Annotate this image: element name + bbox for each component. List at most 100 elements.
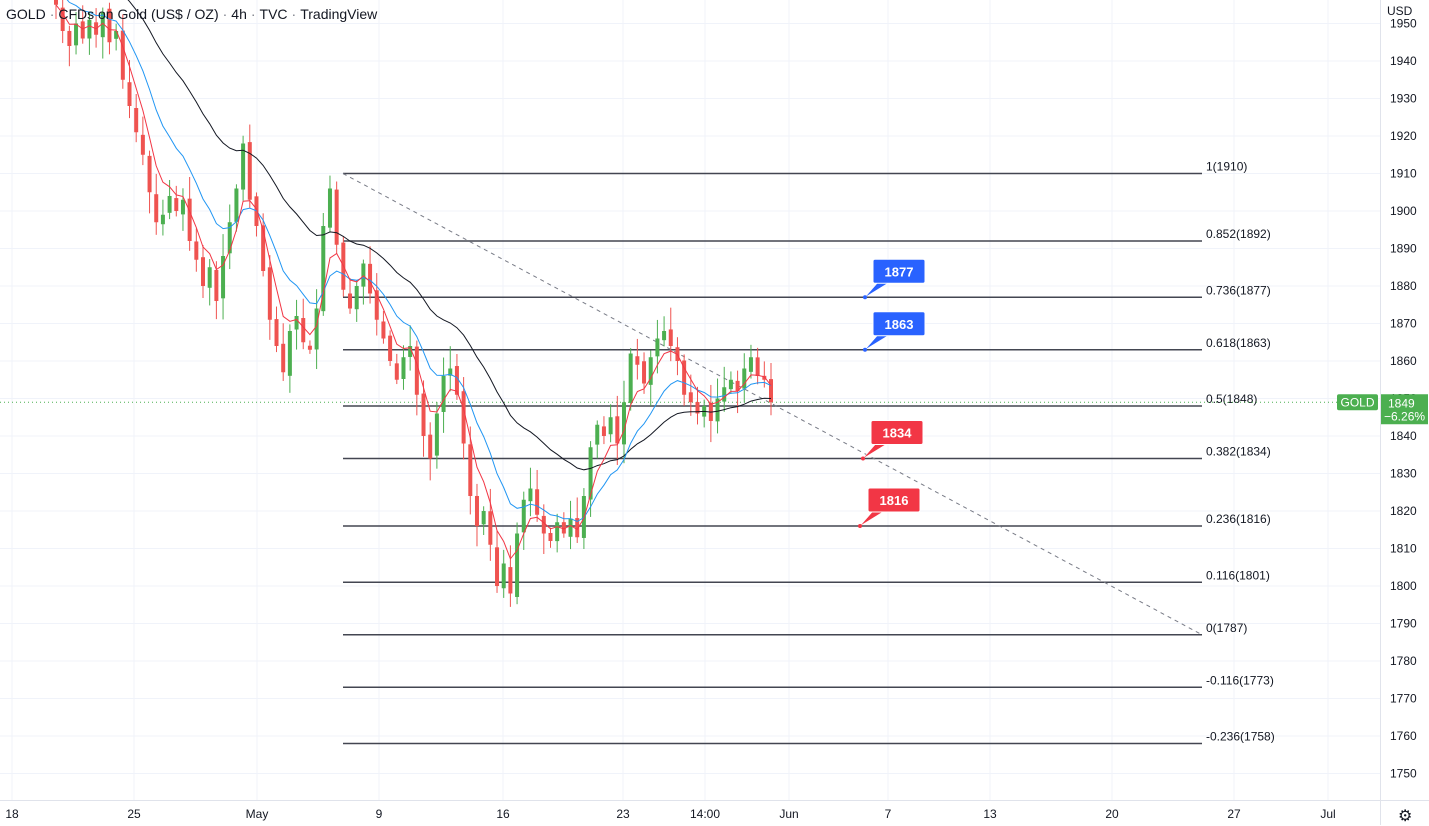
- candle-body[interactable]: [528, 488, 533, 502]
- candle-body[interactable]: [642, 361, 647, 384]
- candle-body[interactable]: [394, 363, 399, 380]
- price-callout[interactable]: 1816: [858, 487, 921, 528]
- candle-body[interactable]: [541, 515, 546, 534]
- candle-body[interactable]: [428, 434, 433, 459]
- gear-icon[interactable]: ⚙: [1398, 808, 1413, 825]
- candle-body[interactable]: [722, 387, 727, 402]
- candle-body[interactable]: [60, 7, 65, 31]
- candle-body[interactable]: [755, 357, 760, 376]
- candle-body[interactable]: [521, 499, 526, 533]
- candle-body[interactable]: [568, 518, 573, 537]
- candle-body[interactable]: [348, 293, 353, 309]
- candle-body[interactable]: [247, 142, 252, 200]
- candle-body[interactable]: [501, 563, 506, 589]
- candle-body[interactable]: [434, 413, 439, 456]
- candle-body[interactable]: [134, 108, 139, 133]
- candle-body[interactable]: [621, 402, 626, 445]
- candle-body[interactable]: [221, 256, 226, 299]
- candle-body[interactable]: [728, 379, 733, 390]
- candle-body[interactable]: [114, 31, 119, 39]
- candle-body[interactable]: [548, 532, 553, 541]
- candle-body[interactable]: [454, 366, 459, 395]
- candle-body[interactable]: [107, 8, 112, 43]
- candle-body[interactable]: [381, 321, 386, 339]
- candle-body[interactable]: [695, 402, 700, 414]
- candle-body[interactable]: [281, 343, 286, 373]
- candle-body[interactable]: [648, 357, 653, 385]
- candle-body[interactable]: [448, 368, 453, 376]
- candle-body[interactable]: [748, 357, 753, 372]
- candle-body[interactable]: [468, 444, 473, 496]
- price-callout[interactable]: 1863: [863, 311, 926, 352]
- candle-body[interactable]: [388, 335, 393, 361]
- candle-body[interactable]: [374, 290, 379, 320]
- candle-body[interactable]: [495, 547, 500, 586]
- candle-body[interactable]: [321, 226, 326, 312]
- candle-body[interactable]: [555, 522, 560, 542]
- symbol-price-tag[interactable]: GOLD: [1337, 394, 1378, 411]
- candle-body[interactable]: [307, 345, 312, 350]
- candle-body[interactable]: [575, 518, 580, 538]
- candle-body[interactable]: [508, 567, 513, 594]
- candle-body[interactable]: [488, 511, 493, 545]
- candle-body[interactable]: [361, 263, 366, 287]
- candle-body[interactable]: [441, 376, 446, 412]
- candle-body[interactable]: [140, 134, 145, 155]
- candle-body[interactable]: [635, 356, 640, 365]
- candle-body[interactable]: [227, 222, 232, 254]
- candle-body[interactable]: [287, 331, 292, 376]
- candle-body[interactable]: [87, 19, 92, 39]
- candle-body[interactable]: [715, 398, 720, 422]
- candle-body[interactable]: [80, 21, 85, 39]
- candle-body[interactable]: [241, 143, 246, 190]
- candle-body[interactable]: [201, 257, 206, 286]
- candle-body[interactable]: [120, 30, 125, 80]
- currency-label[interactable]: USD: [1387, 4, 1413, 18]
- candle-body[interactable]: [334, 189, 339, 245]
- price-callout[interactable]: 1834: [861, 420, 924, 461]
- candle-body[interactable]: [174, 198, 179, 211]
- price-callout[interactable]: 1877: [863, 258, 926, 300]
- candle-body[interactable]: [234, 188, 239, 222]
- candle-body[interactable]: [127, 82, 132, 106]
- candle-body[interactable]: [147, 155, 152, 193]
- candle-body[interactable]: [628, 353, 633, 403]
- candle-body[interactable]: [74, 23, 79, 46]
- candle-body[interactable]: [688, 392, 693, 403]
- candle-body[interactable]: [762, 375, 767, 380]
- candle-body[interactable]: [160, 214, 165, 225]
- candle-body[interactable]: [267, 267, 272, 320]
- candle-body[interactable]: [401, 357, 406, 379]
- symbol-name[interactable]: GOLD: [6, 6, 46, 22]
- candle-body[interactable]: [742, 368, 747, 389]
- candle-body[interactable]: [481, 511, 486, 525]
- candle-body[interactable]: [601, 426, 606, 436]
- candle-body[interactable]: [368, 263, 373, 294]
- interval-label[interactable]: 4h: [231, 6, 247, 22]
- candle-body[interactable]: [214, 270, 219, 301]
- candle-body[interactable]: [588, 447, 593, 500]
- candle-body[interactable]: [301, 318, 306, 343]
- candle-body[interactable]: [735, 380, 740, 391]
- candle-body[interactable]: [327, 188, 332, 228]
- candle-body[interactable]: [595, 424, 600, 445]
- candle-body[interactable]: [515, 533, 520, 597]
- candle-body[interactable]: [54, 0, 58, 5]
- candle-body[interactable]: [461, 391, 466, 444]
- candle-body[interactable]: [67, 30, 72, 46]
- candle-body[interactable]: [682, 360, 687, 395]
- candle-body[interactable]: [261, 225, 266, 271]
- candle-body[interactable]: [668, 329, 673, 346]
- candle-body[interactable]: [187, 198, 192, 241]
- candle-body[interactable]: [414, 346, 419, 395]
- current-price-tag[interactable]: 1849−6.26%: [1381, 394, 1428, 425]
- candle-body[interactable]: [535, 489, 540, 515]
- candle-body[interactable]: [421, 393, 426, 436]
- candle-body[interactable]: [274, 319, 279, 346]
- candle-body[interactable]: [314, 308, 319, 350]
- candle-body[interactable]: [354, 286, 359, 310]
- candle-body[interactable]: [180, 199, 185, 215]
- candle-body[interactable]: [655, 338, 660, 357]
- candle-body[interactable]: [662, 331, 667, 341]
